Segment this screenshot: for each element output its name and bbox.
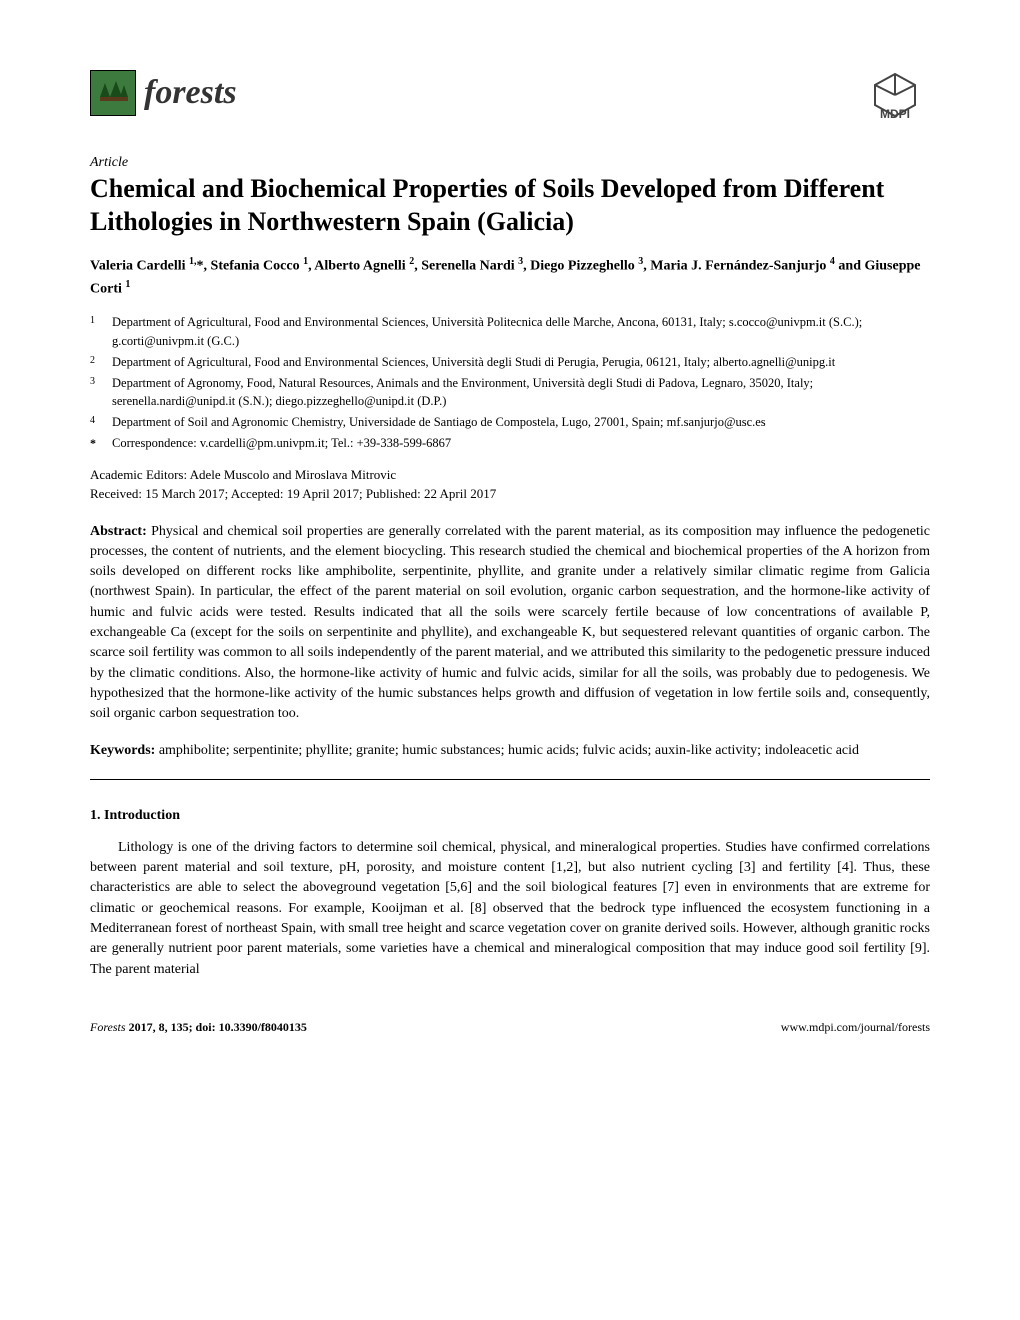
affiliation-item: 1 Department of Agricultural, Food and E… (90, 313, 930, 351)
keywords-label: Keywords: (90, 743, 155, 758)
affiliation-item: * Correspondence: v.cardelli@pm.univpm.i… (90, 434, 930, 453)
authors-line: Valeria Cardelli 1,*, Stefania Cocco 1, … (90, 254, 930, 299)
keywords-block: Keywords: amphibolite; serpentinite; phy… (90, 741, 930, 761)
mdpi-icon: MDPI (860, 70, 930, 120)
article-page: forests MDPI Article Chemical and Bioche… (0, 0, 1020, 1075)
abstract-text: Physical and chemical soil properties ar… (90, 524, 930, 722)
header-row: forests MDPI (90, 70, 930, 125)
affiliation-text: Department of Agronomy, Food, Natural Re… (112, 374, 930, 412)
affiliation-marker: 3 (90, 374, 102, 412)
academic-editors: Academic Editors: Adele Muscolo and Miro… (90, 465, 930, 485)
journal-icon (90, 70, 136, 116)
affiliation-text: Department of Soil and Agronomic Chemist… (112, 413, 766, 432)
article-title: Chemical and Biochemical Properties of S… (90, 173, 930, 238)
affiliation-item: 2 Department of Agricultural, Food and E… (90, 353, 930, 372)
affiliation-marker: 2 (90, 353, 102, 372)
page-footer: Forests 2017, 8, 135; doi: 10.3390/f8040… (90, 1020, 930, 1035)
affiliation-marker: * (90, 434, 102, 453)
trees-icon (96, 79, 130, 107)
body-paragraph: Lithology is one of the driving factors … (90, 838, 930, 980)
affiliations-block: 1 Department of Agricultural, Food and E… (90, 313, 930, 452)
affiliation-text: Correspondence: v.cardelli@pm.univpm.it;… (112, 434, 451, 453)
abstract-label: Abstract: (90, 524, 147, 539)
footer-rest: 2017, 8, 135; doi: 10.3390/f8040135 (126, 1020, 307, 1034)
article-dates: Received: 15 March 2017; Accepted: 19 Ap… (90, 484, 930, 504)
keywords-text: amphibolite; serpentinite; phyllite; gra… (155, 743, 859, 758)
editors-dates: Academic Editors: Adele Muscolo and Miro… (90, 465, 930, 504)
affiliation-text: Department of Agricultural, Food and Env… (112, 353, 835, 372)
journal-logo: forests (90, 70, 237, 116)
affiliation-item: 4 Department of Soil and Agronomic Chemi… (90, 413, 930, 432)
article-type: Article (90, 155, 930, 171)
footer-journal: Forests (90, 1020, 126, 1034)
affiliation-text: Department of Agricultural, Food and Env… (112, 313, 930, 351)
affiliation-marker: 1 (90, 313, 102, 351)
footer-citation: Forests 2017, 8, 135; doi: 10.3390/f8040… (90, 1020, 307, 1035)
divider (90, 779, 930, 780)
section-heading: 1. Introduction (90, 808, 930, 824)
affiliation-item: 3 Department of Agronomy, Food, Natural … (90, 374, 930, 412)
svg-text:MDPI: MDPI (880, 107, 910, 120)
affiliation-marker: 4 (90, 413, 102, 432)
publisher-logo: MDPI (860, 70, 930, 125)
abstract-block: Abstract: Physical and chemical soil pro… (90, 522, 930, 725)
footer-url: www.mdpi.com/journal/forests (781, 1020, 930, 1035)
journal-name: forests (144, 74, 237, 112)
